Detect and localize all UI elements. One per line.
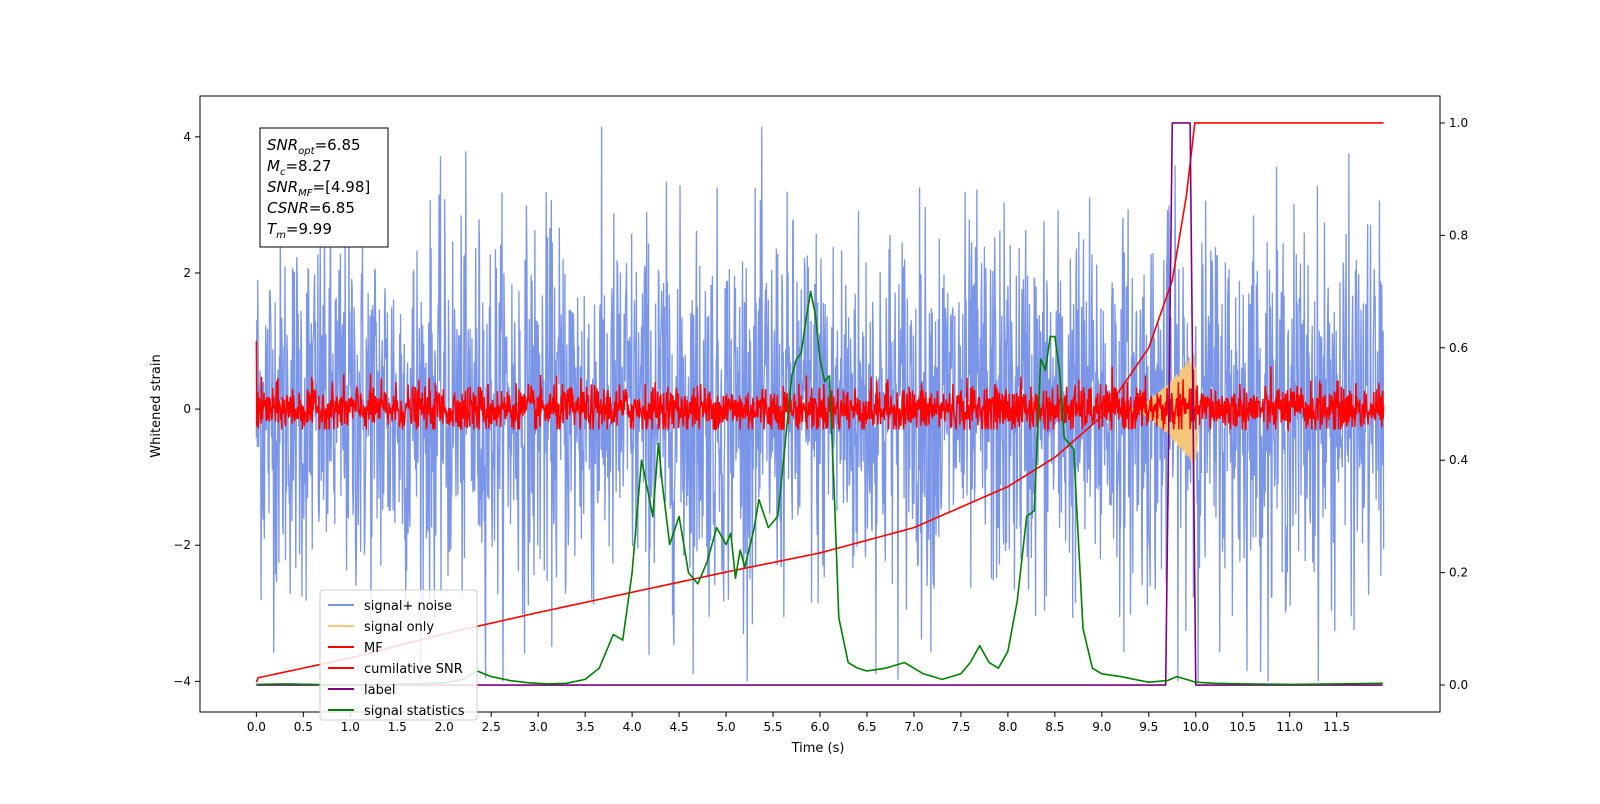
- x-tick-label: 2.5: [482, 720, 501, 734]
- series-label-line: [256, 122, 1383, 686]
- x-tick-label: 7.0: [904, 720, 923, 734]
- x-tick-label: 3.0: [529, 720, 548, 734]
- x-tick-label: 2.0: [435, 720, 454, 734]
- y2-tick-label: 0.6: [1449, 341, 1468, 355]
- x-tick-label: 5.0: [717, 720, 736, 734]
- y-tick-label: 2: [183, 266, 191, 280]
- legend-label: MF: [364, 641, 383, 656]
- x-axis: 0.0 0.5 1.0 1.5 2.0 2.5 3.0 3.5 4.0 4.5 5.0 5.5 6.0 6…: [247, 712, 1350, 734]
- x-tick-label: 1.5: [388, 720, 407, 734]
- legend-label: signal statistics: [364, 704, 465, 719]
- y-tick-label: −4: [173, 674, 191, 688]
- x-tick-label: 8.5: [1045, 720, 1064, 734]
- legend-label: label: [364, 683, 395, 698]
- x-tick-label: 11.5: [1323, 720, 1350, 734]
- x-tick-label: 8.0: [998, 720, 1017, 734]
- y2-tick-label: 0.0: [1449, 678, 1468, 692]
- x-tick-label: 7.5: [951, 720, 970, 734]
- y-axis-label: Whitened strain: [149, 354, 164, 457]
- y-tick-label: 0: [183, 402, 191, 416]
- series-signal-statistics-line: [256, 290, 1383, 686]
- x-tick-label: 0.5: [294, 720, 313, 734]
- x-tick-label: 3.5: [576, 720, 595, 734]
- x-tick-label: 4.5: [670, 720, 689, 734]
- y-axis-right: 0.0 0.2 0.4 0.6 0.8 1.0: [1440, 116, 1468, 692]
- y2-tick-label: 0.4: [1449, 453, 1468, 467]
- x-tick-label: 6.0: [810, 720, 829, 734]
- x-tick-label: 9.5: [1139, 720, 1158, 734]
- x-tick-label: 10.0: [1182, 720, 1209, 734]
- x-tick-label: 11.0: [1276, 720, 1303, 734]
- x-axis-label: Time (s): [791, 741, 845, 756]
- legend-label: signal only: [364, 620, 434, 635]
- legend: signal+ noise signal only MF cumilative SNR…: [319, 589, 478, 721]
- x-tick-label: 0.0: [247, 720, 266, 734]
- legend-label: cumilative SNR: [364, 662, 463, 677]
- y2-tick-label: 0.8: [1449, 228, 1468, 242]
- y2-tick-label: 0.2: [1449, 566, 1468, 580]
- annotation-line: CSNR=6.85: [267, 199, 355, 217]
- annotation-line: Tm=9.99: [267, 220, 332, 241]
- x-tick-label: 10.5: [1229, 720, 1256, 734]
- y-tick-label: 4: [183, 130, 191, 144]
- x-tick-label: 1.0: [341, 720, 360, 734]
- y-axis-left: −4 −2 0 2 4: [173, 130, 200, 688]
- x-tick-label: 4.0: [623, 720, 642, 734]
- x-tick-label: 6.5: [857, 720, 876, 734]
- y2-tick-label: 1.0: [1449, 116, 1468, 130]
- annotation-line: SNRopt=6.85: [267, 136, 361, 157]
- x-tick-label: 9.0: [1092, 720, 1111, 734]
- legend-label: signal+ noise: [364, 599, 452, 614]
- annotation-line: Mc=8.27: [267, 157, 331, 178]
- y-tick-label: −2: [173, 538, 191, 552]
- annotation-line: SNRMF=[4.98]: [267, 178, 370, 199]
- x-tick-label: 5.5: [763, 720, 782, 734]
- series-mf-line: [255, 341, 1385, 433]
- series-signal-noise-line: [255, 126, 1385, 682]
